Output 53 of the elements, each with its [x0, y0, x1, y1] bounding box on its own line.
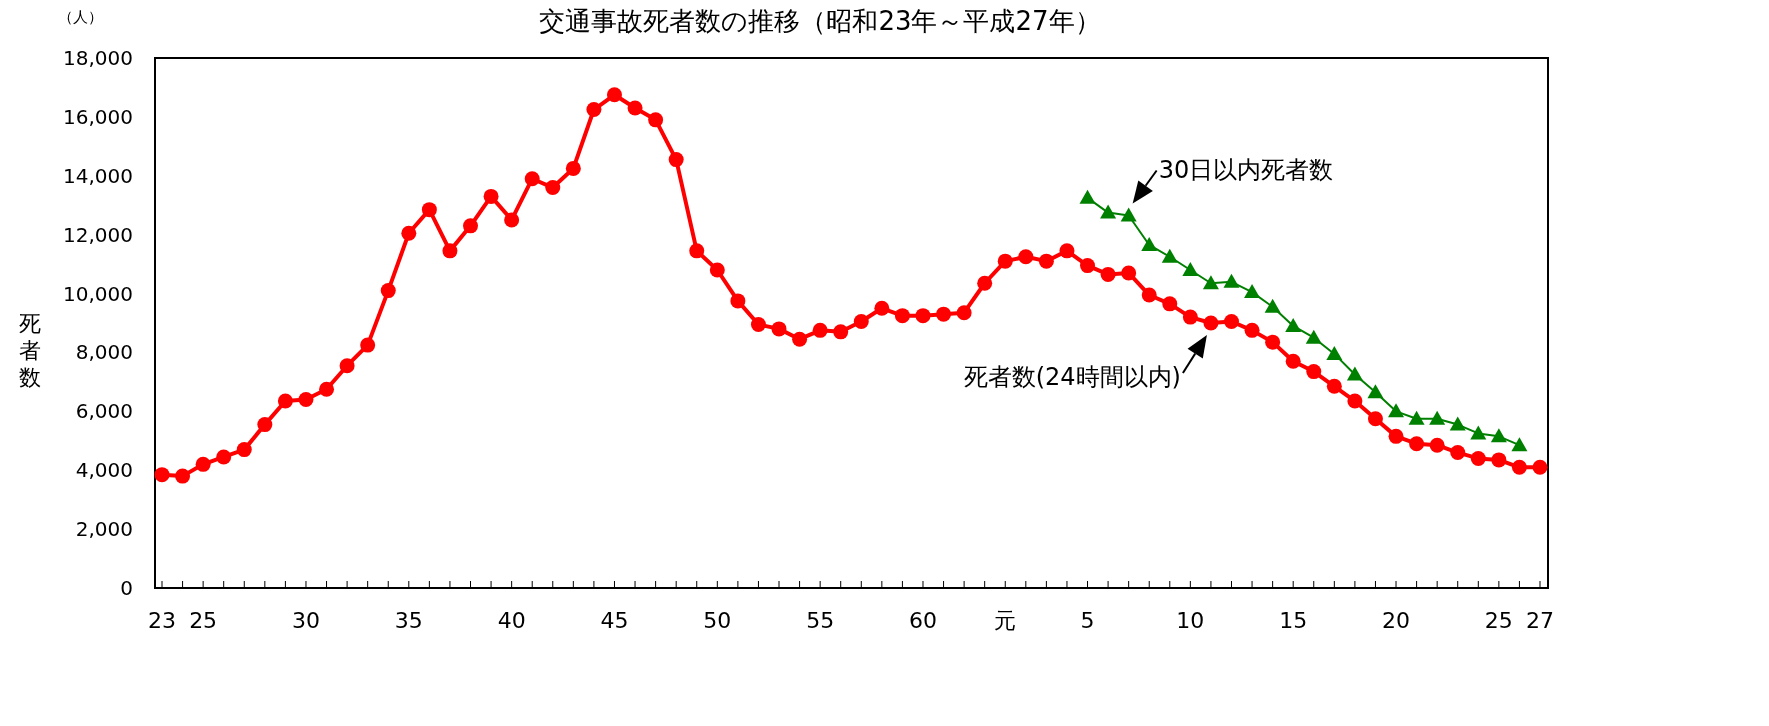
point	[1449, 416, 1466, 431]
point	[1223, 273, 1240, 288]
point	[1100, 204, 1117, 219]
y-tick-label: 2,000	[75, 517, 133, 542]
point	[1367, 384, 1384, 399]
x-tick-label: 30	[291, 608, 320, 633]
x-tick-label: 50	[703, 608, 732, 633]
x-tick-label: 23	[148, 608, 176, 633]
y-tick-label: 6,000	[75, 399, 133, 424]
point	[1326, 345, 1343, 360]
chart-title: 交通事故死者数の推移（昭和23年～平成27年）	[539, 6, 1101, 36]
y-tick-label: 8,000	[75, 340, 133, 365]
x-tick-label: 5	[1080, 608, 1095, 633]
point	[1264, 298, 1281, 313]
x-tick-label: 55	[806, 608, 835, 633]
point	[1346, 366, 1363, 381]
point	[1244, 284, 1261, 299]
point	[1490, 428, 1507, 443]
y-tick-label: 0	[120, 576, 133, 600]
y-tick-label: 4,000	[75, 458, 133, 483]
point	[1470, 425, 1487, 440]
point	[1079, 189, 1096, 204]
y-tick-label: 12,000	[63, 222, 133, 247]
x-tick-label: 60	[908, 608, 937, 633]
point	[1511, 437, 1528, 452]
x-tick-label: 25	[1484, 608, 1513, 633]
point	[1429, 410, 1446, 425]
x-tick-label: 元	[994, 608, 1017, 633]
x-tick-label: 15	[1279, 608, 1308, 633]
x-tick-label: 10	[1176, 608, 1205, 633]
x-tick-label: 45	[600, 608, 629, 633]
point	[1408, 410, 1425, 425]
text: （人）	[57, 8, 103, 26]
x-tick-label: 25	[189, 608, 218, 633]
point	[1161, 248, 1178, 263]
point	[1182, 262, 1199, 276]
x-tick-label: 20	[1382, 608, 1411, 633]
point	[1388, 403, 1405, 418]
point	[1202, 275, 1219, 290]
x-tick-label: 35	[394, 608, 423, 633]
y-tick-label: 14,000	[63, 163, 133, 188]
x-tick-label: 27	[1526, 608, 1554, 633]
y-tick-label: 16,000	[63, 104, 133, 129]
point	[1285, 317, 1302, 332]
y-axis-title: 死者数	[19, 311, 41, 390]
series-label: 30日以内死者数	[1158, 155, 1334, 184]
y-tick-label: 18,000	[63, 46, 133, 70]
x-tick-label: 40	[497, 608, 526, 633]
series-label: 死者数(24時間以内)	[963, 363, 1181, 391]
point	[1305, 329, 1322, 344]
point	[1120, 207, 1137, 222]
point	[1141, 236, 1158, 251]
y-tick-label: 10,000	[63, 281, 133, 306]
